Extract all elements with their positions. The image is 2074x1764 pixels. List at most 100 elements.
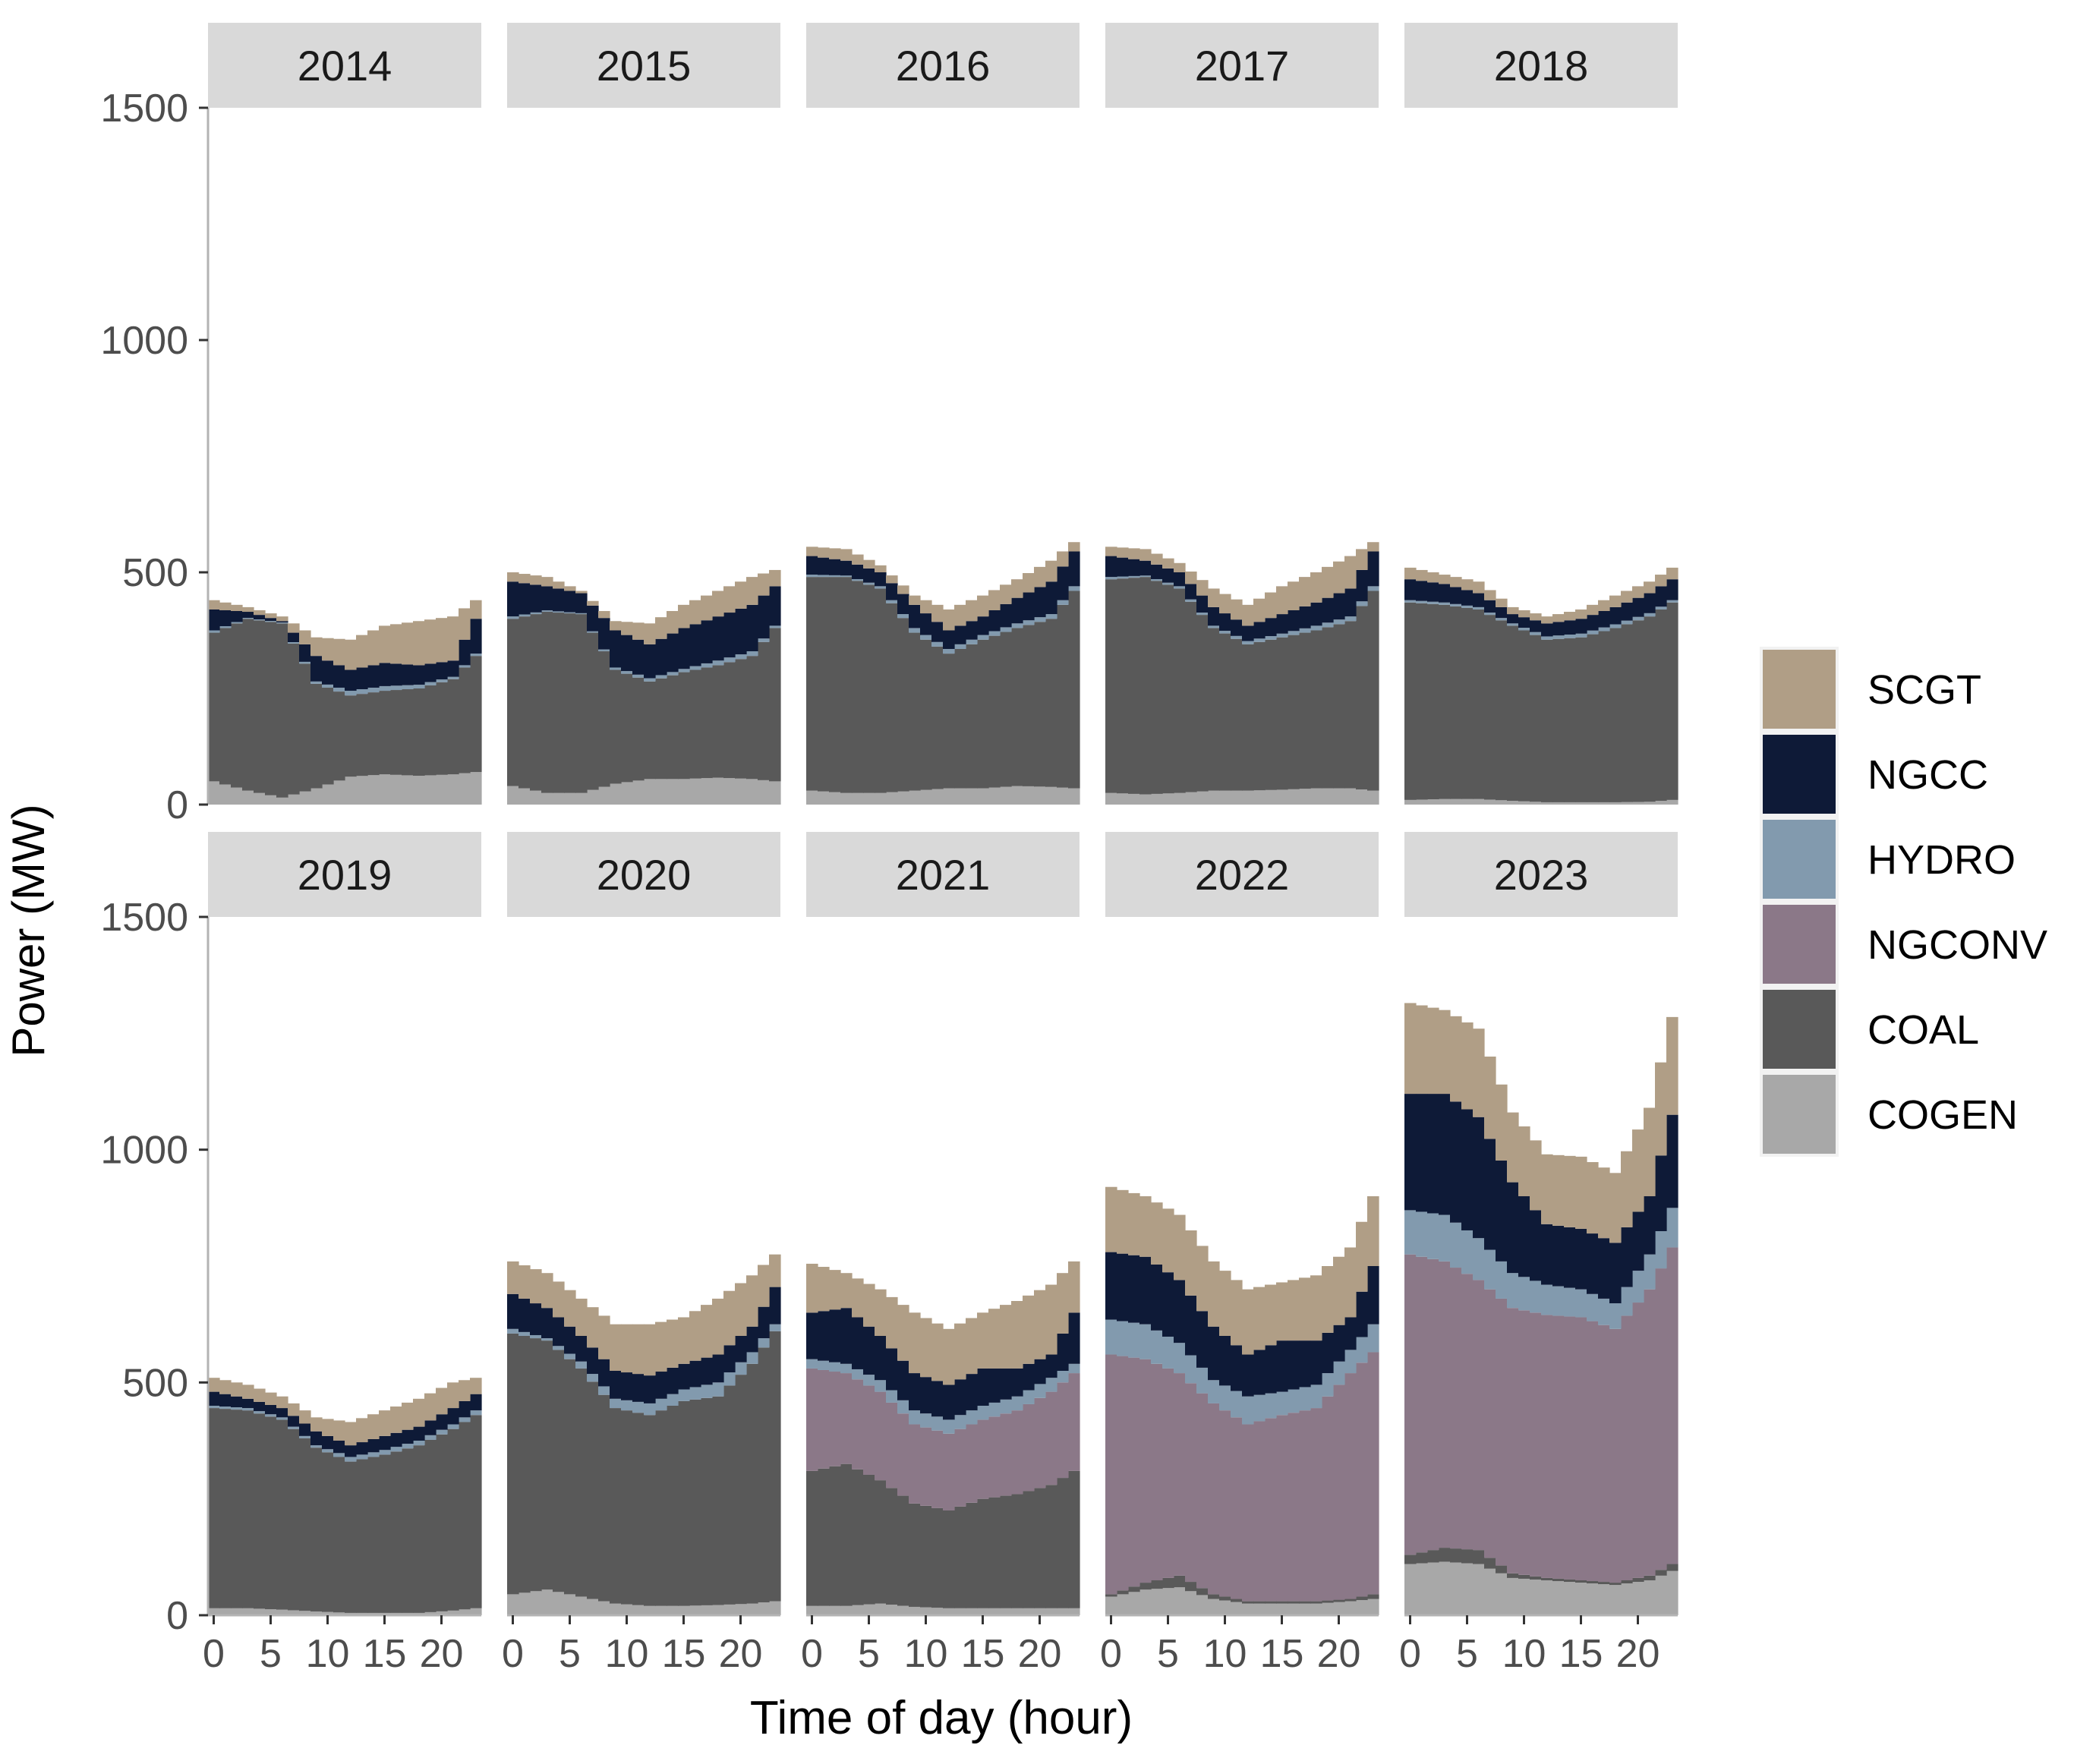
- bar-scgt-h23: [1666, 567, 1678, 580]
- bar-coal-h12: [1541, 1577, 1553, 1580]
- bar-coal-h3: [840, 577, 853, 793]
- legend-label: SCGT: [1868, 667, 1981, 713]
- bar-scgt-h14: [1265, 592, 1277, 619]
- bar-ngcc-h15: [1276, 614, 1288, 634]
- bar-cogen-h12: [1541, 1580, 1553, 1615]
- bar-ngcc-h17: [402, 664, 414, 685]
- bar-ngconv-h9: [1507, 1308, 1519, 1573]
- bar-coal-h15: [1575, 1580, 1587, 1583]
- bar-scgt-h23: [1068, 542, 1080, 552]
- bar-coal-h13: [1253, 1601, 1266, 1604]
- series-cogen: [806, 1603, 1080, 1615]
- facet-strip-label: 2021: [896, 851, 991, 899]
- bar-coal-h9: [310, 1447, 323, 1612]
- bar-hydro-h19: [424, 1435, 437, 1440]
- bar-cogen-h2: [1128, 793, 1140, 805]
- bar-cogen-h0: [1105, 792, 1117, 805]
- series-scgt: [1105, 1186, 1379, 1355]
- bar-coal-h20: [735, 659, 747, 779]
- bar-hydro-h15: [379, 1450, 391, 1455]
- bar-ngcc-h6: [276, 1408, 288, 1418]
- bar-hydro-h1: [219, 1406, 232, 1410]
- facet-panel-2020: 2020 0 5 10 15 20: [502, 832, 781, 1676]
- bar-cogen-h16: [1288, 789, 1300, 805]
- x-tick-label: 0: [203, 1632, 225, 1676]
- bar-hydro-h4: [254, 619, 266, 621]
- series-coal: [1404, 602, 1678, 802]
- bar-ngcc-h3: [840, 1308, 853, 1364]
- y-tick-label: 0: [166, 783, 188, 827]
- bar-cogen-h23: [1367, 790, 1379, 805]
- bar-ngcc-h21: [447, 660, 459, 677]
- bar-scgt-h23: [769, 569, 781, 587]
- bar-cogen-h4: [254, 792, 266, 805]
- series-hydro: [1105, 1319, 1379, 1425]
- bar-ngconv-h14: [1265, 1418, 1277, 1602]
- bar-cogen-h6: [276, 1609, 288, 1615]
- bar-ngcc-h13: [1253, 622, 1266, 639]
- bar-coal-h4: [1151, 1580, 1163, 1589]
- series-ngcc: [1105, 551, 1379, 641]
- bar-scgt-h1: [1416, 1005, 1428, 1095]
- bar-ngcc-h23: [1666, 1114, 1678, 1208]
- bar-hydro-h21: [1344, 1350, 1357, 1374]
- bar-scgt-h20: [1034, 1290, 1046, 1359]
- bar-scgt-h14: [667, 1319, 679, 1368]
- bar-cogen-h23: [470, 1608, 482, 1615]
- bar-coal-h1: [1416, 603, 1428, 800]
- bar-hydro-h19: [723, 1372, 736, 1386]
- bar-ngcc-h12: [1541, 1224, 1553, 1285]
- bar-scgt-h7: [1484, 590, 1496, 600]
- bar-ngcc-h5: [1461, 1109, 1474, 1230]
- bar-ngcc-h4: [852, 1317, 864, 1369]
- bar-coal-h22: [1057, 604, 1069, 788]
- bar-coal-h5: [1461, 607, 1474, 799]
- bar-cogen-h15: [1575, 802, 1587, 805]
- bar-cogen-h9: [909, 790, 921, 805]
- bar-ngcc-h22: [1655, 1155, 1667, 1231]
- bar-cogen-h21: [1045, 1608, 1057, 1615]
- bar-ngconv-h15: [977, 1419, 989, 1499]
- bar-ngcc-h20: [1034, 1359, 1046, 1384]
- bar-cogen-h20: [1034, 1608, 1046, 1615]
- bar-scgt-h9: [1208, 1261, 1220, 1327]
- bar-hydro-h1: [1117, 576, 1129, 579]
- bar-ngcc-h11: [931, 1381, 944, 1417]
- bar-cogen-h6: [575, 792, 588, 805]
- bar-ngconv-h21: [1045, 1391, 1057, 1485]
- bar-hydro-h8: [1496, 1261, 1508, 1299]
- bar-hydro-h20: [436, 1429, 448, 1435]
- bar-ngcc-h0: [806, 556, 818, 575]
- bar-ngcc-h19: [1023, 1363, 1035, 1391]
- bar-ngcc-h7: [1484, 1139, 1496, 1250]
- bar-coal-h21: [447, 679, 459, 775]
- bar-coal-h14: [1265, 1601, 1277, 1604]
- bar-cogen-h17: [1299, 789, 1311, 805]
- bar-coal-h2: [530, 1338, 542, 1592]
- bar-ngcc-h16: [390, 663, 402, 686]
- bar-cogen-h1: [818, 1605, 830, 1615]
- bar-ngcc-h13: [356, 667, 368, 690]
- bar-ngconv-h19: [1322, 1396, 1334, 1601]
- bar-scgt-h4: [852, 1278, 864, 1318]
- series-scgt: [507, 1254, 781, 1376]
- bar-ngcc-h14: [667, 1367, 679, 1394]
- bar-cogen-h15: [1276, 1603, 1288, 1615]
- bar-cogen-h17: [1598, 1584, 1610, 1615]
- bar-coal-h3: [541, 1340, 553, 1590]
- bar-hydro-h20: [1632, 616, 1644, 621]
- bar-scgt-h22: [1356, 549, 1368, 570]
- x-tick-label: 20: [420, 1632, 464, 1676]
- bar-cogen-h10: [920, 789, 932, 805]
- bar-cogen-h16: [1587, 1583, 1599, 1615]
- bar-cogen-h7: [587, 1599, 599, 1615]
- bar-coal-h22: [459, 667, 471, 773]
- x-tick-label: 5: [1456, 1632, 1478, 1676]
- bar-hydro-h14: [966, 639, 978, 644]
- bar-scgt-h7: [886, 1296, 898, 1349]
- bar-ngcc-h10: [920, 1377, 932, 1414]
- bar-hydro-h3: [1439, 602, 1451, 605]
- bar-hydro-h15: [678, 669, 690, 673]
- bar-cogen-h7: [288, 794, 300, 805]
- bar-scgt-h3: [541, 1273, 553, 1309]
